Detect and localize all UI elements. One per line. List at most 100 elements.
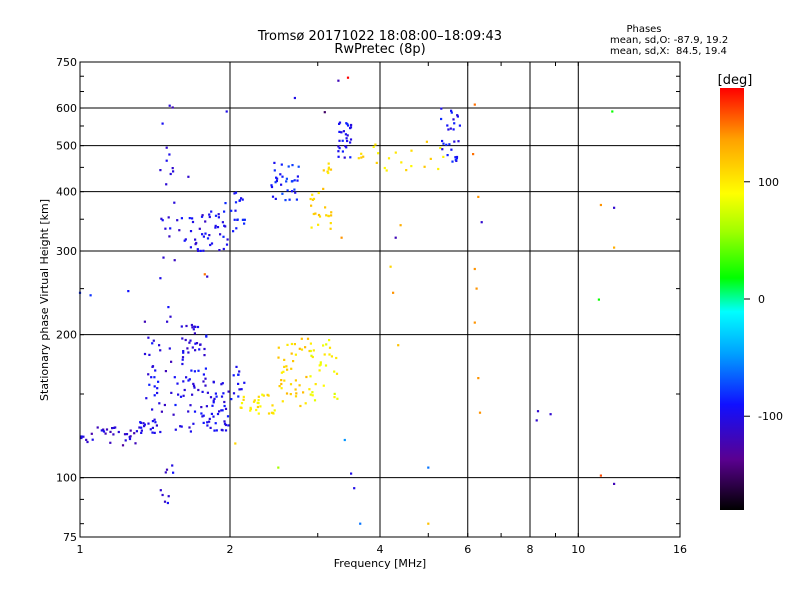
data-point [129,435,132,438]
data-point [237,395,240,398]
data-point [309,375,312,378]
data-point [267,412,271,415]
data-point [204,384,207,387]
data-point [357,157,360,160]
data-point [232,374,235,377]
data-point [346,134,349,137]
data-point [138,426,141,429]
data-point [221,221,224,224]
data-point [151,431,154,434]
data-point [343,438,346,442]
data-point [445,143,448,146]
data-point [290,190,294,193]
data-point [181,358,184,361]
data-point [85,438,88,441]
data-point [153,394,156,397]
data-point [189,339,192,342]
data-point [477,377,480,380]
data-point [477,195,480,198]
data-point [281,175,284,178]
data-point [182,350,185,353]
data-point [232,392,236,395]
data-point [182,351,185,354]
data-point [349,138,353,141]
data-point [549,413,552,416]
data-point [213,429,216,432]
data-point [164,471,167,474]
data-point [181,356,185,359]
data-point [161,493,164,497]
data-point [218,410,221,413]
data-point [201,390,204,393]
data-point [182,394,185,397]
data-point [286,189,289,192]
data-point [192,384,196,387]
data-point [223,420,226,423]
data-point [223,400,226,404]
data-point [193,332,196,335]
data-point [227,390,230,393]
data-point [208,234,211,237]
data-point [453,140,456,143]
data-point [453,122,456,125]
data-point [457,140,460,143]
data-point [193,410,197,413]
data-point [194,243,197,246]
data-point [183,388,186,392]
data-point [257,395,260,398]
data-point [224,423,227,427]
tick-labels: 1 2 4 6 8 10 16 75 100 200 300 400 500 600 750 [56,56,687,556]
data-point [214,226,217,229]
data-point [243,381,246,384]
data-point [293,179,296,182]
data-point [350,123,353,127]
data-point [536,410,540,413]
data-point [292,360,295,363]
data-point [447,128,450,131]
data-point [287,165,290,168]
data-point [286,368,289,371]
data-point [290,352,293,355]
data-point [128,437,132,441]
data-point [198,348,201,351]
data-point [302,391,305,394]
data-point [346,139,349,143]
data-point [289,393,292,396]
data-point [158,344,161,347]
data-point [188,378,191,381]
data-point [311,394,314,397]
data-point [127,290,130,293]
data-point [90,432,93,435]
data-point [109,441,112,444]
data-point [329,222,332,225]
data-point [201,214,204,217]
data-point [221,429,224,432]
data-point [123,433,127,436]
data-point [209,243,212,247]
data-point [372,145,375,148]
data-point [325,214,328,217]
data-point [238,199,241,202]
data-point [201,233,204,236]
data-point [346,76,350,79]
data-point [157,380,160,383]
data-point [310,226,313,229]
data-point [189,230,193,233]
data-point [165,159,168,162]
data-point [374,143,377,146]
data-point [208,213,211,216]
data-point [473,321,476,324]
data-point [185,376,188,379]
data-point [311,193,314,196]
data-point [257,402,260,405]
data-point [222,247,225,251]
data-point [139,421,142,424]
data-point [275,179,278,183]
data-point [317,223,320,226]
data-point [450,111,453,114]
data-point [458,124,461,127]
data-point [277,356,280,359]
data-point [274,197,277,200]
data-point [253,399,256,402]
data-point [313,399,317,402]
